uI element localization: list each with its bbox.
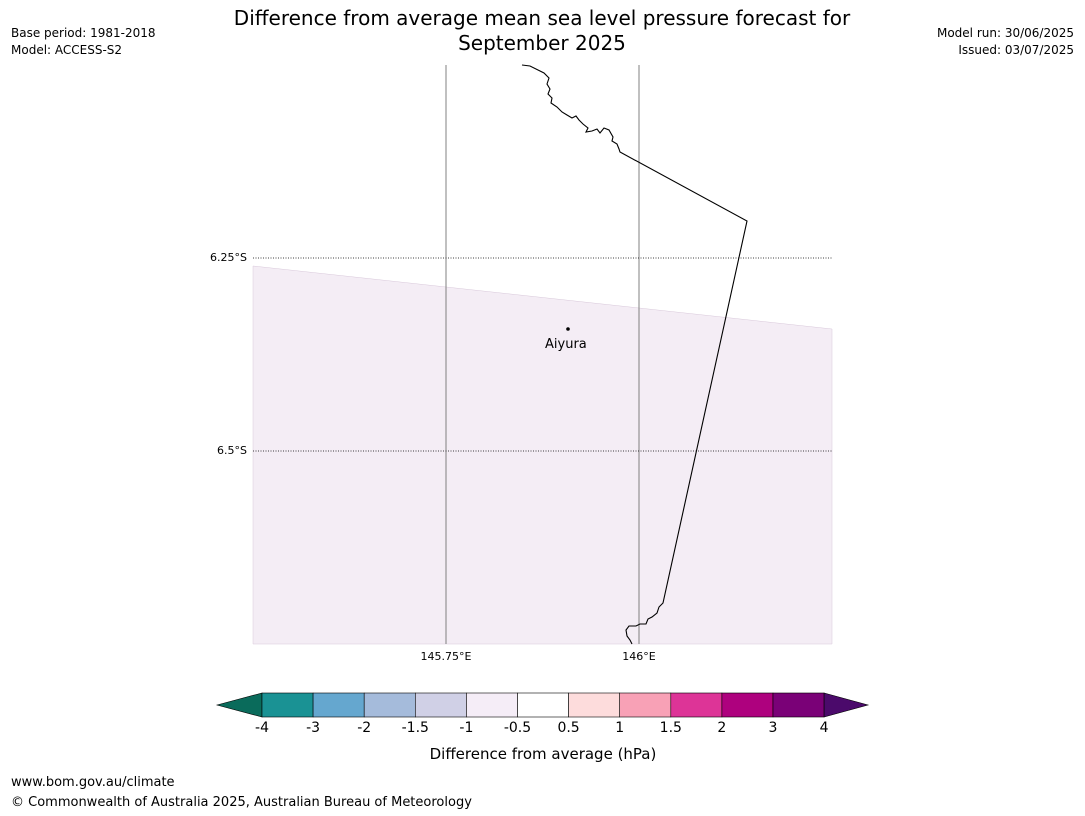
colorbar-tick-label: 3 [768, 720, 778, 736]
colorbar-tick-label: 1 [615, 720, 625, 736]
footer-url: www.bom.gov.au/climate [11, 775, 175, 790]
lon-label-146: 146°E [622, 650, 656, 663]
colorbar-label: Difference from average (hPa) [429, 745, 657, 763]
colorbar-tick-label: -4 [255, 720, 269, 736]
colorbar-tick-label: 2 [717, 720, 727, 736]
title-line-2: September 2025 [458, 31, 626, 55]
colorbar-segment [261, 692, 314, 718]
boundary-line [521, 64, 748, 645]
colorbar-segment [670, 692, 723, 718]
lat-label-6-25: 6.25°S [210, 251, 247, 264]
colorbar-tick-label: 0.5 [557, 720, 580, 736]
aiyura-marker [566, 327, 570, 331]
lat-label-6-5: 6.5°S [217, 444, 247, 457]
colorbar-segment [466, 692, 518, 718]
model-run: Model run: 30/06/2025 [936, 26, 1074, 40]
colorbar-segment [619, 692, 672, 718]
colorbar-tick-label: 4 [819, 720, 829, 736]
colorbar-tick-label: -1 [459, 720, 474, 736]
chart-title: Difference from average mean sea level p… [142, 6, 942, 56]
footer-copyright: © Commonwealth of Australia 2025, Austra… [11, 795, 472, 810]
title-line-1: Difference from average mean sea level p… [233, 6, 851, 30]
colorbar-segment [312, 692, 365, 718]
lon-label-145-75: 145.75°E [420, 650, 472, 663]
colorbar-segment [517, 692, 569, 718]
meta-right: Model run: 30/06/2025 Issued: 03/07/2025 [937, 25, 1074, 59]
place-label-aiyura: Aiyura [545, 337, 587, 352]
colorbar-segment [414, 692, 467, 718]
colorbar-segment [568, 692, 620, 718]
colorbar-segment [772, 692, 825, 718]
colorbar-tick-label: -1.5 [401, 720, 429, 736]
base-period: Base period: 1981-2018 [11, 26, 156, 40]
colorbar-segment [721, 692, 774, 718]
colorbar-segment [363, 692, 416, 718]
model-name: Model: ACCESS-S2 [11, 43, 123, 57]
issued-date: Issued: 03/07/2025 [958, 43, 1074, 57]
colorbar-tick-label: -0.5 [503, 720, 532, 736]
meta-left: Base period: 1981-2018 Model: ACCESS-S2 [11, 25, 156, 59]
colorbar-extend-low [215, 692, 263, 718]
colorbar-tick-label: 1.5 [659, 720, 682, 736]
colorbar-tick-label: -2 [357, 720, 372, 736]
colorbar-tick-label: -3 [306, 720, 321, 736]
colorbar-extend-high [823, 692, 870, 718]
